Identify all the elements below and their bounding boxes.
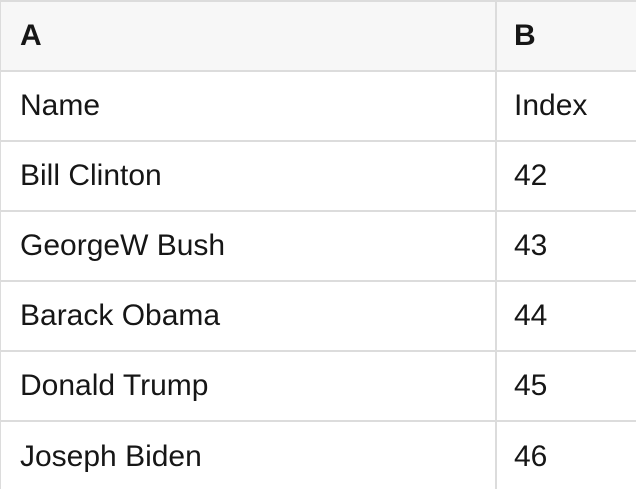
cell-a5[interactable]: Donald Trump (1, 352, 497, 422)
cell-b3[interactable]: 43 (497, 212, 636, 282)
cell-a4[interactable]: Barack Obama (1, 282, 497, 352)
cell-b5[interactable]: 45 (497, 352, 636, 422)
column-header-b[interactable]: B (497, 2, 636, 72)
cell-a3[interactable]: GeorgeW Bush (1, 212, 497, 282)
column-header-a-label: A (20, 19, 42, 52)
cell-b6-value: 46 (514, 440, 548, 473)
cell-b1[interactable]: Index (497, 72, 636, 142)
cell-a1-value: Name (20, 89, 101, 122)
cell-b3-value: 43 (514, 229, 548, 262)
cell-a2-value: Bill Clinton (20, 159, 162, 192)
column-header-b-label: B (514, 19, 536, 52)
cell-a3-value: GeorgeW Bush (20, 229, 226, 262)
column-header-a[interactable]: A (1, 2, 497, 72)
cell-b2[interactable]: 42 (497, 142, 636, 212)
cell-a6-value: Joseph Biden (20, 440, 202, 473)
cell-a4-value: Barack Obama (20, 299, 221, 332)
cell-b6[interactable]: 46 (497, 422, 636, 489)
cell-b1-value: Index (514, 89, 588, 122)
cell-b2-value: 42 (514, 159, 548, 192)
cell-b4-value: 44 (514, 299, 548, 332)
cell-a6[interactable]: Joseph Biden (1, 422, 497, 489)
cell-a2[interactable]: Bill Clinton (1, 142, 497, 212)
cell-b4[interactable]: 44 (497, 282, 636, 352)
cell-a5-value: Donald Trump (20, 369, 209, 402)
cell-b5-value: 45 (514, 369, 548, 402)
cell-a1[interactable]: Name (1, 72, 497, 142)
